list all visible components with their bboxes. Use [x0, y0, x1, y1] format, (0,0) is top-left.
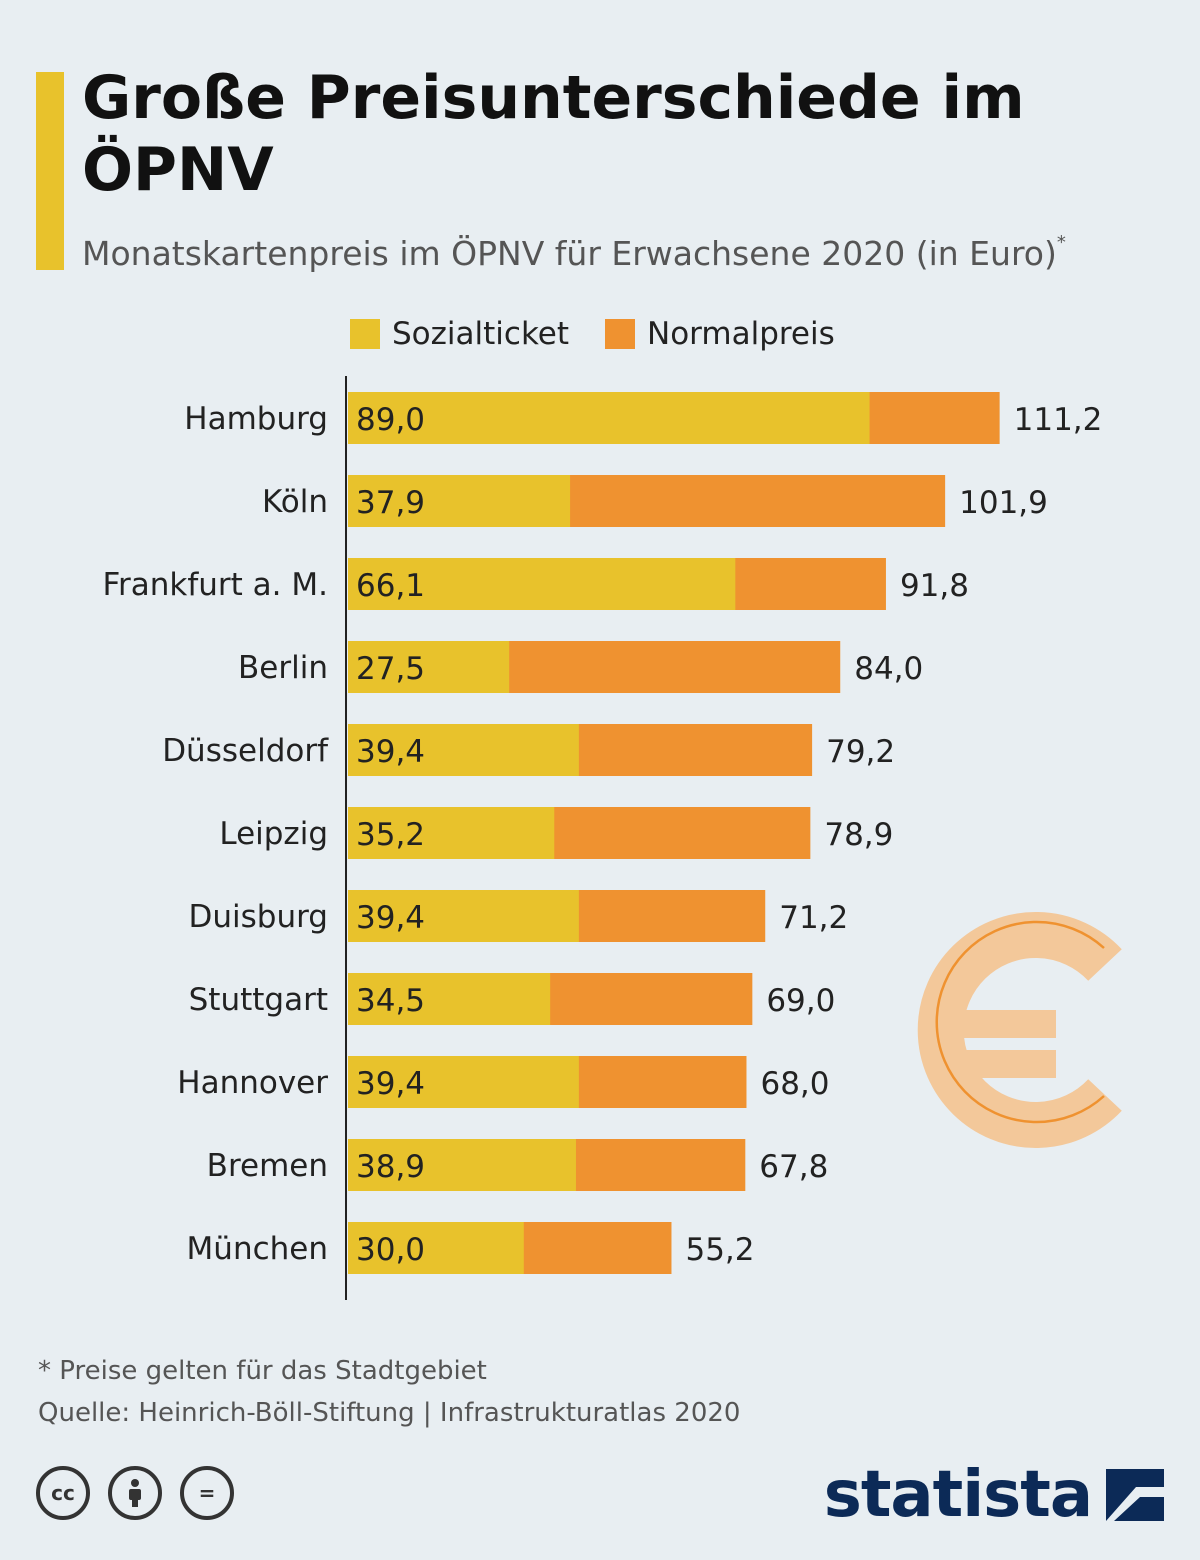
- data-label-normal: 78,9: [824, 817, 893, 853]
- data-label-social: 66,1: [356, 568, 425, 604]
- category-label: Köln: [262, 484, 328, 520]
- subtitle-text: Monatskartenpreis im ÖPNV für Erwachsene…: [82, 234, 1057, 273]
- brand-text: statista: [823, 1458, 1093, 1532]
- data-label-social: 35,2: [356, 817, 425, 853]
- data-label-social: 39,4: [356, 1066, 425, 1102]
- data-label-social: 39,4: [356, 734, 425, 770]
- legend-swatch-social: [350, 319, 380, 349]
- bar-social: [348, 1056, 579, 1108]
- bar-social: [348, 1222, 524, 1274]
- category-label: Stuttgart: [189, 982, 328, 1018]
- subtitle: Monatskartenpreis im ÖPNV für Erwachsene…: [82, 232, 1066, 273]
- legend-item-social: Sozialticket: [350, 316, 569, 352]
- data-label-normal: 111,2: [1014, 402, 1103, 438]
- category-label: München: [187, 1231, 328, 1267]
- nd-icon[interactable]: =: [180, 1466, 234, 1520]
- bar-social: [348, 558, 736, 610]
- bar-social: [348, 807, 555, 859]
- legend-swatch-normal: [605, 319, 636, 349]
- data-label-social: 37,9: [356, 485, 425, 521]
- category-label: Hannover: [177, 1065, 328, 1101]
- category-label: Frankfurt a. M.: [102, 567, 328, 603]
- bar-social: [348, 392, 870, 444]
- legend: Sozialticket Normalpreis: [350, 316, 871, 352]
- data-label-social: 89,0: [356, 402, 425, 438]
- license-icons: cc =: [36, 1466, 252, 1520]
- data-label-normal: 84,0: [854, 651, 923, 687]
- category-label: Berlin: [238, 650, 328, 686]
- page-title: Große Preisunterschiede im ÖPNV: [82, 63, 1025, 205]
- data-label-normal: 55,2: [685, 1232, 754, 1268]
- data-label-social: 38,9: [356, 1149, 425, 1185]
- by-icon[interactable]: [108, 1466, 162, 1520]
- category-label: Duisburg: [189, 899, 329, 935]
- footnote-source: Quelle: Heinrich-Böll-Stiftung | Infrast…: [38, 1398, 741, 1428]
- category-label: Hamburg: [184, 401, 328, 437]
- statista-mark-icon: [1106, 1469, 1164, 1521]
- legend-label-social: Sozialticket: [392, 316, 570, 352]
- category-label: Leipzig: [219, 816, 328, 852]
- data-label-normal: 68,0: [760, 1066, 829, 1102]
- bar-social: [348, 641, 510, 693]
- category-label: Düsseldorf: [162, 733, 329, 769]
- bar-social: [348, 724, 579, 776]
- data-label-normal: 91,8: [900, 568, 969, 604]
- data-label-social: 34,5: [356, 983, 425, 1019]
- data-label-social: 30,0: [356, 1232, 425, 1268]
- accent-bar: [36, 72, 64, 270]
- data-label-normal: 67,8: [759, 1149, 828, 1185]
- data-label-social: 39,4: [356, 900, 425, 936]
- euro-decoration-icon: [917, 912, 1122, 1148]
- legend-label-normal: Normalpreis: [647, 316, 835, 352]
- bar-social: [348, 890, 579, 942]
- footnote: * Preise gelten für das Stadtgebiet Quel…: [38, 1350, 740, 1434]
- bar-chart: Hamburg 89,0 111,2 Köln 37,9 101,9 Frankfurt a…: [102, 376, 1122, 1300]
- statista-logo[interactable]: statista: [824, 1458, 1164, 1532]
- cc-icon[interactable]: cc: [36, 1466, 90, 1520]
- legend-item-normal: Normalpreis: [605, 316, 835, 352]
- footnote-note: * Preise gelten für das Stadtgebiet: [38, 1356, 487, 1386]
- data-label-normal: 101,9: [959, 485, 1048, 521]
- subtitle-footnote-mark: *: [1056, 232, 1066, 253]
- data-label-social: 27,5: [356, 651, 425, 687]
- bar-social: [348, 973, 551, 1025]
- bar-social: [348, 475, 571, 527]
- category-label: Bremen: [207, 1148, 328, 1184]
- data-label-normal: 71,2: [779, 900, 848, 936]
- person-icon: [129, 1479, 141, 1507]
- data-label-normal: 79,2: [826, 734, 895, 770]
- bar-social: [348, 1139, 576, 1191]
- data-label-normal: 69,0: [766, 983, 835, 1019]
